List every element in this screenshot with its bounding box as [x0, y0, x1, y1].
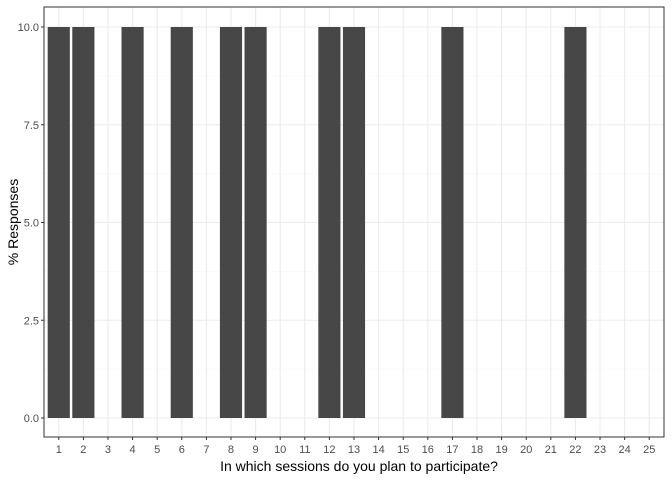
x-tick-label: 4 [130, 444, 136, 456]
y-tick-label: 10.0 [18, 22, 39, 34]
x-tick-label: 2 [80, 444, 86, 456]
x-tick-label: 18 [471, 444, 483, 456]
y-tick-label: 7.5 [24, 120, 39, 132]
x-tick-label: 9 [253, 444, 259, 456]
x-tick-label: 16 [422, 444, 434, 456]
x-tick-label: 24 [619, 444, 631, 456]
bar [121, 27, 144, 418]
bar [564, 27, 587, 418]
x-tick-label: 21 [545, 444, 557, 456]
y-axis: 0.0 2.5 5.0 7.5 10.0 [18, 22, 44, 425]
x-tick-label: 5 [154, 444, 160, 456]
x-tick-label: 8 [228, 444, 234, 456]
x-axis-title: In which sessions do you plan to partici… [220, 458, 498, 474]
x-tick-label: 10 [274, 444, 286, 456]
x-tick-label: 17 [446, 444, 458, 456]
bar [441, 27, 464, 418]
x-tick-label: 19 [495, 444, 507, 456]
x-tick-label: 7 [203, 444, 209, 456]
bars [47, 27, 587, 418]
bar [72, 27, 95, 418]
bar [342, 27, 366, 418]
y-tick-label: 5.0 [24, 218, 39, 230]
x-tick-label: 20 [520, 444, 532, 456]
y-tick-label: 0.0 [24, 413, 39, 425]
x-axis: 1 2 3 4 5 6 7 8 9 10 11 12 13 14 15 16 17 18 19 20 21 22 23 24 2… [56, 437, 655, 456]
bar [244, 27, 267, 418]
x-tick-label: 25 [643, 444, 655, 456]
bar [47, 27, 70, 418]
y-axis-title: % Responses [5, 179, 21, 265]
x-tick-label: 23 [594, 444, 606, 456]
x-tick-label: 3 [105, 444, 111, 456]
y-tick-label: 2.5 [24, 315, 39, 327]
bar [318, 27, 341, 418]
x-tick-label: 11 [299, 444, 310, 456]
x-tick-label: 13 [348, 444, 360, 456]
x-tick-label: 22 [569, 444, 581, 456]
x-tick-label: 14 [372, 444, 384, 456]
x-tick-label: 12 [323, 444, 335, 456]
x-tick-label: 15 [397, 444, 409, 456]
bar [219, 27, 243, 418]
bar [170, 27, 193, 418]
x-tick-label: 1 [56, 444, 62, 456]
x-tick-label: 6 [179, 444, 185, 456]
